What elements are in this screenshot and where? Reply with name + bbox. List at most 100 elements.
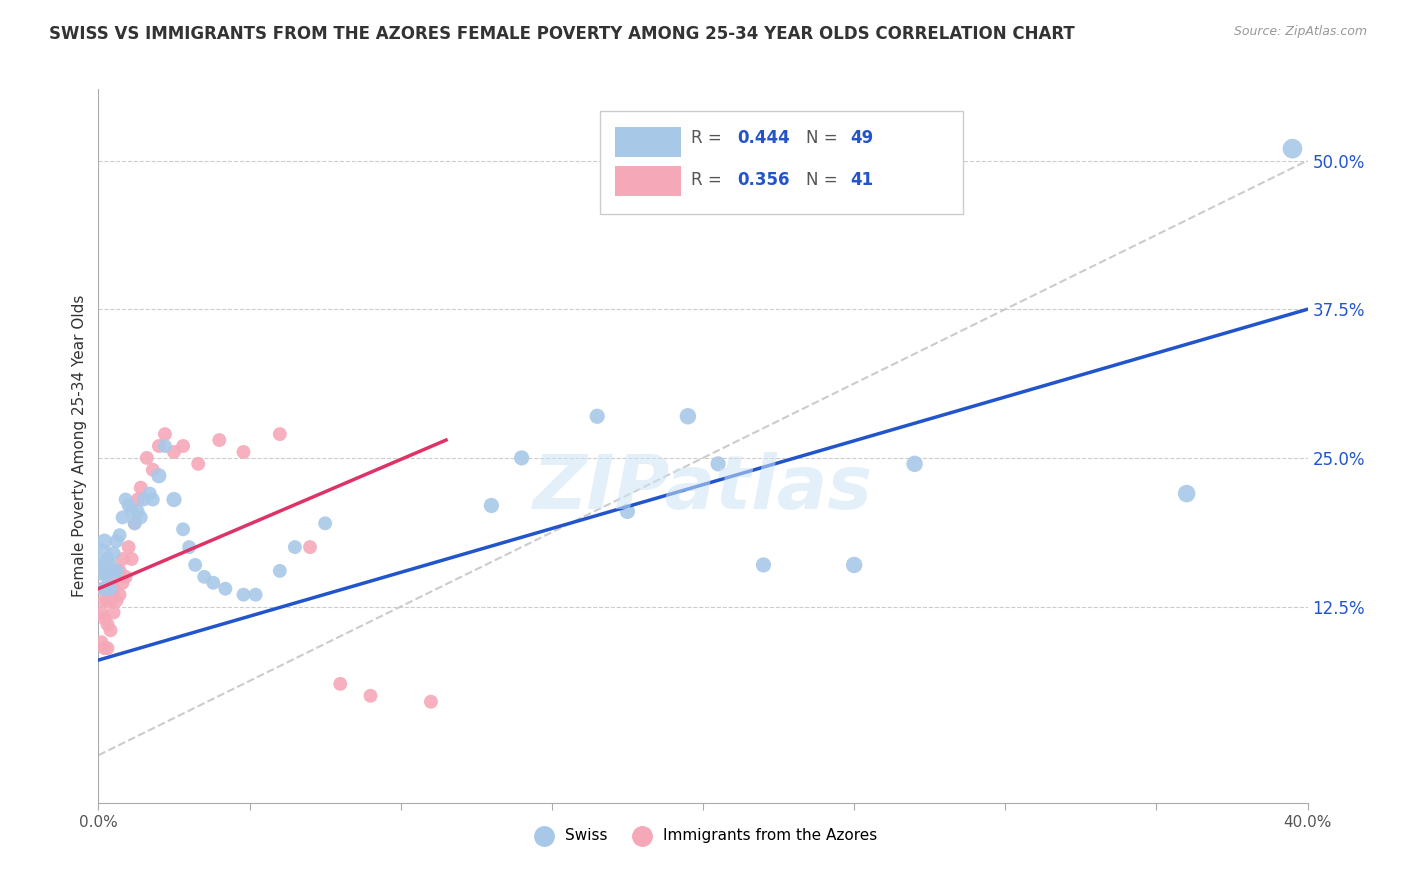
Point (93, 534, 115, 549)
Point (105, 564, 128, 578)
Point (214, 582, 236, 596)
Point (142, 492, 165, 507)
Point (118, 540, 141, 554)
Point (121, 552, 143, 566)
Point (904, 457, 927, 471)
Point (108, 588, 131, 602)
Point (114, 570, 136, 584)
Point (269, 564, 291, 578)
Point (100, 624, 122, 638)
Point (179, 540, 201, 554)
Point (208, 433, 231, 447)
Point (103, 546, 125, 560)
Point (111, 510, 134, 524)
Point (360, 689, 382, 703)
Point (96, 593, 118, 607)
Point (1175, 486, 1198, 500)
Point (586, 409, 609, 424)
Point (90, 546, 112, 560)
Point (844, 558, 866, 572)
Point (172, 439, 194, 453)
Point (420, 695, 443, 709)
Point (105, 593, 128, 607)
Point (232, 445, 254, 459)
Point (148, 439, 170, 453)
Point (135, 450, 157, 465)
Point (129, 481, 152, 495)
Point (90, 564, 112, 578)
Point (752, 558, 775, 572)
Point (187, 457, 209, 471)
Point (284, 540, 307, 554)
Point (153, 427, 176, 442)
Point (93, 582, 115, 596)
Point (90, 606, 112, 620)
Point (329, 677, 352, 691)
Point (184, 558, 207, 572)
Point (269, 427, 291, 442)
Text: 49: 49 (851, 128, 873, 146)
Y-axis label: Female Poverty Among 25-34 Year Olds: Female Poverty Among 25-34 Year Olds (72, 295, 87, 597)
Point (93, 558, 115, 572)
Point (124, 516, 146, 531)
FancyBboxPatch shape (600, 111, 963, 214)
Point (245, 588, 267, 602)
Point (96, 617, 118, 632)
Point (616, 504, 638, 518)
Text: 0.356: 0.356 (737, 171, 789, 189)
Point (108, 564, 131, 578)
Point (90, 582, 112, 596)
Point (93, 593, 115, 607)
Point (510, 450, 533, 465)
Legend: Swiss, Immigrants from the Azores: Swiss, Immigrants from the Azores (523, 822, 883, 848)
Point (114, 492, 136, 507)
Point (108, 528, 131, 542)
Point (232, 588, 254, 602)
Point (103, 564, 125, 578)
Point (96, 641, 118, 656)
Point (90, 564, 112, 578)
Point (163, 492, 186, 507)
Point (124, 516, 146, 531)
Text: 0.444: 0.444 (737, 128, 790, 146)
Point (100, 570, 122, 584)
FancyBboxPatch shape (614, 127, 682, 157)
Point (96, 552, 118, 566)
Point (142, 463, 165, 477)
Point (129, 510, 152, 524)
Point (121, 504, 143, 518)
Point (299, 540, 322, 554)
Point (163, 445, 186, 459)
Point (105, 534, 128, 549)
Point (111, 552, 134, 566)
Text: N =: N = (806, 128, 842, 146)
Point (481, 499, 503, 513)
Text: 41: 41 (851, 171, 873, 189)
Point (127, 492, 149, 507)
Point (90, 635, 112, 649)
Point (127, 504, 149, 518)
Point (103, 606, 125, 620)
Point (111, 575, 134, 590)
Point (1281, 142, 1303, 156)
Point (153, 439, 176, 453)
Point (93, 641, 115, 656)
Point (139, 486, 162, 500)
Point (100, 593, 122, 607)
Text: SWISS VS IMMIGRANTS FROM THE AZORES FEMALE POVERTY AMONG 25-34 YEAR OLDS CORRELA: SWISS VS IMMIGRANTS FROM THE AZORES FEMA… (49, 25, 1076, 43)
Point (314, 516, 336, 531)
FancyBboxPatch shape (614, 166, 682, 196)
Point (193, 570, 215, 584)
Text: Source: ZipAtlas.com: Source: ZipAtlas.com (1233, 25, 1367, 38)
Point (172, 522, 194, 536)
Point (100, 558, 122, 572)
Point (100, 582, 122, 596)
Point (707, 457, 730, 471)
Text: ZIPatlas: ZIPatlas (533, 452, 873, 525)
Text: N =: N = (806, 171, 842, 189)
Point (202, 575, 225, 590)
Point (93, 611, 115, 625)
Point (118, 499, 141, 513)
Text: R =: R = (690, 128, 727, 146)
Point (103, 582, 125, 596)
